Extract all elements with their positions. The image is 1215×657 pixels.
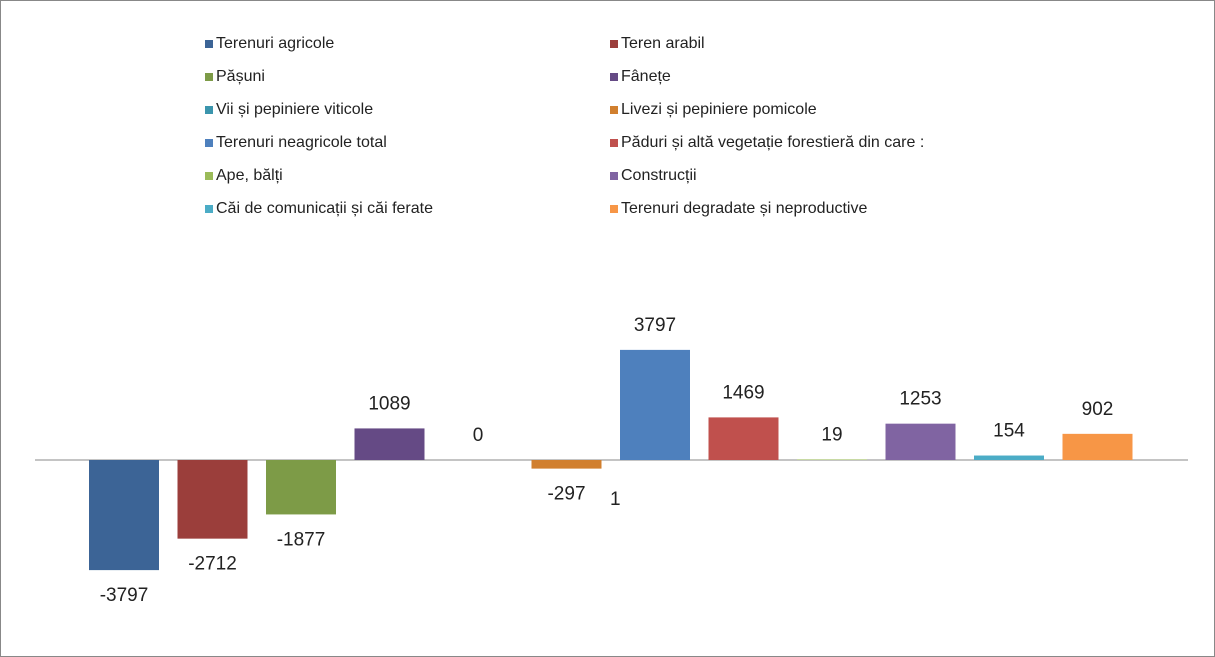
legend-swatch [610,172,618,180]
data-label: 1089 [368,393,410,414]
bar [620,349,690,460]
legend-label: Ape, bălți [216,167,283,184]
legend-swatch [205,106,213,114]
data-label: 1469 [722,382,764,403]
data-label: 154 [993,421,1025,442]
legend-label: Terenuri degradate și neproductive [621,200,867,217]
data-label: -2712 [188,554,237,575]
bar [1062,433,1133,460]
bar [177,460,248,539]
bar [354,428,425,460]
bar [885,423,956,460]
bar [266,460,336,515]
bar [531,460,602,469]
legend-label: Construcții [621,167,697,184]
legend-label: Terenuri agricole [216,35,334,52]
legend-swatch [205,139,213,147]
legend-label: Fânețe [621,68,671,85]
data-label: -1877 [277,529,326,550]
data-label: -3797 [100,585,149,606]
data-label: -297 [547,484,585,505]
legend-label: Livezi și pepiniere pomicole [621,101,817,118]
legend-label: Vii și pepiniere viticole [216,101,373,118]
bar [708,417,779,460]
legend-label: Căi de comunicații și căi ferate [216,200,433,217]
legend-label: Păduri și altă vegetație forestieră din … [621,134,924,151]
legend-swatch [205,205,213,213]
data-label: 3797 [634,315,676,336]
bar [797,459,867,460]
legend-swatch [610,139,618,147]
bar [89,460,159,571]
data-label: 0 [473,425,484,446]
legend-swatch [205,172,213,180]
legend-swatch [610,73,618,81]
legend-swatch [610,106,618,114]
legend-label: Teren arabil [621,35,705,52]
data-label: 19 [821,424,842,445]
data-label: 902 [1082,399,1114,420]
annotation: 1 [610,489,621,510]
legend-swatch [205,40,213,48]
legend-swatch [610,205,618,213]
legend-swatch [610,40,618,48]
bar [974,455,1044,460]
legend-label: Pășuni [216,68,265,85]
data-label: 1253 [899,389,941,410]
legend-swatch [205,73,213,81]
legend-label: Terenuri neagricole total [216,134,387,151]
